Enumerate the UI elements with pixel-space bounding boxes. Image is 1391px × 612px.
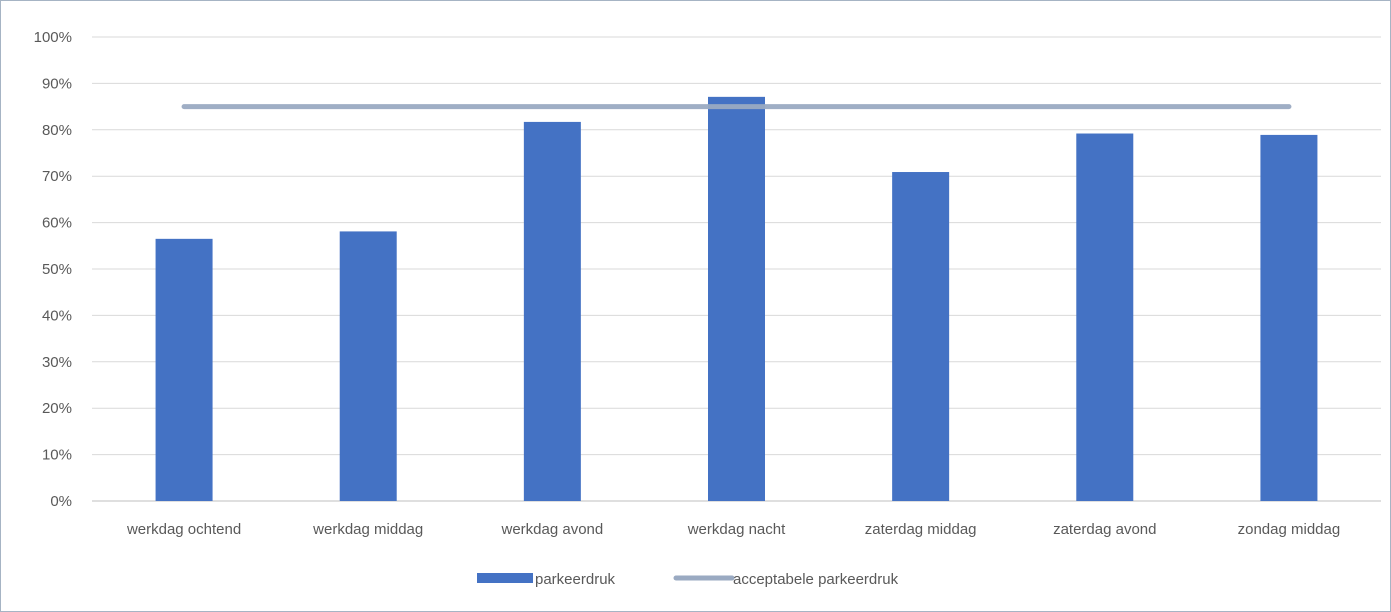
x-tick-label: zaterdag middag <box>865 521 977 538</box>
legend: parkeerdruk acceptabele parkeerdruk <box>477 571 899 588</box>
bar-zaterdag-middag <box>892 172 950 502</box>
x-tick-label: werkdag middag <box>312 521 423 538</box>
bar-zaterdag-avond <box>1076 133 1134 501</box>
bar-series <box>155 96 1318 502</box>
y-tick-label: 30% <box>42 354 72 371</box>
y-tick-label: 90% <box>42 75 72 92</box>
legend-swatch-parkeerdruk <box>477 573 533 583</box>
x-tick-label: werkdag avond <box>500 521 603 538</box>
y-tick-label: 70% <box>42 168 72 185</box>
legend-label-parkeerdruk: parkeerdruk <box>535 571 616 588</box>
bar-werkdag-nacht <box>708 96 765 501</box>
y-tick-label: 60% <box>42 215 72 232</box>
bar-werkdag-ochtend <box>155 238 213 501</box>
bar-werkdag-avond <box>523 121 581 502</box>
y-tick-label: 80% <box>42 122 72 139</box>
x-tick-label: werkdag ochtend <box>126 521 241 538</box>
y-tick-label: 100% <box>34 29 72 46</box>
y-tick-label: 10% <box>42 447 72 464</box>
y-axis-ticks: 0% 10% 20% 30% 40% 50% 60% 70% 80% 90% 100% <box>34 29 72 510</box>
bar-werkdag-middag <box>339 231 397 501</box>
x-tick-label: werkdag nacht <box>687 521 786 538</box>
y-tick-label: 0% <box>50 493 72 510</box>
x-axis-ticks: werkdag ochtend werkdag middag werkdag avo… <box>126 521 1340 538</box>
y-tick-label: 40% <box>42 307 72 324</box>
x-tick-label: zondag middag <box>1238 521 1341 538</box>
y-tick-label: 20% <box>42 400 72 417</box>
legend-label-acceptabele-parkeerdruk: acceptabele parkeerdruk <box>733 571 899 588</box>
y-tick-label: 50% <box>42 261 72 278</box>
bar-zondag-middag <box>1260 134 1318 502</box>
x-tick-label: zaterdag avond <box>1053 521 1156 538</box>
